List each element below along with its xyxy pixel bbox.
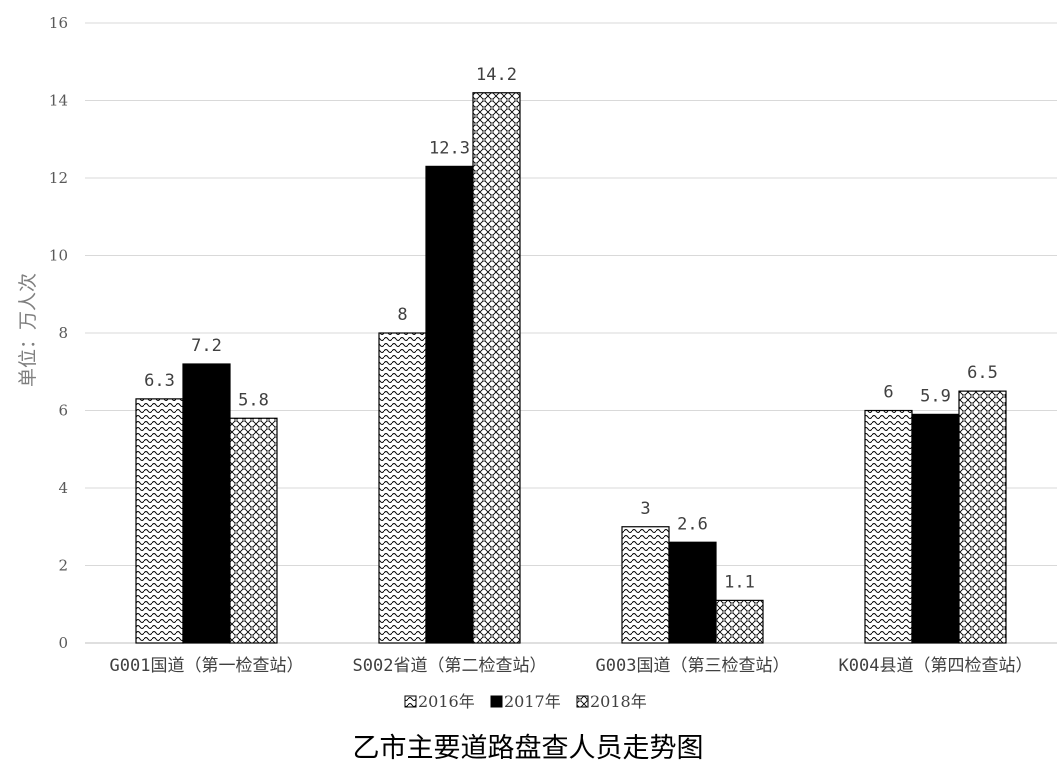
y-tick-label: 6 [58, 402, 68, 420]
x-category-label: G003国道（第三检查站） [596, 656, 790, 676]
y-tick-label: 2 [58, 557, 68, 575]
data-label: 5.8 [238, 390, 269, 410]
data-label: 6.3 [144, 371, 175, 391]
x-category-label: G001国道（第一检查站） [110, 656, 304, 676]
data-label: 2.6 [677, 514, 708, 534]
bars [135, 92, 1007, 644]
bar [958, 390, 1007, 644]
bar [378, 332, 427, 644]
bar [472, 92, 521, 644]
data-label: 5.9 [920, 386, 951, 406]
bar [182, 363, 231, 644]
bar [715, 599, 764, 644]
y-tick-label: 4 [58, 479, 68, 497]
y-tick-label: 0 [58, 634, 68, 652]
x-category-label: S002省道（第二检查站） [353, 656, 547, 676]
legend-swatch [576, 695, 589, 708]
y-tick-label: 14 [49, 92, 68, 110]
data-label: 6 [883, 383, 893, 403]
legend-label: 2018年 [590, 692, 647, 711]
data-labels: 6.3 7.2 5.8 8 12.3 14.2 3 2.6 1.1 6 5.9 6.5 [144, 65, 998, 593]
bar [425, 165, 474, 644]
legend-swatch [404, 695, 417, 708]
y-axis-title: 单位：万人次 [17, 273, 39, 387]
legend-label: 2016年 [418, 692, 475, 711]
y-tick-label: 10 [49, 247, 68, 265]
legend-label: 2017年 [504, 692, 561, 711]
bar [864, 409, 913, 644]
data-label: 8 [397, 305, 407, 325]
y-tick-label: 12 [49, 169, 68, 187]
y-tick-label: 8 [58, 324, 68, 342]
legend-swatch [490, 695, 503, 708]
bar [621, 526, 670, 644]
bar [229, 417, 278, 644]
data-label: 7.2 [191, 336, 222, 356]
chart-title: 乙市主要道路盘查人员走势图 [353, 733, 704, 764]
x-axis-categories: G001国道（第一检查站） S002省道（第二检查站） G003国道（第三检查站） K… [110, 656, 1033, 676]
data-label: 12.3 [429, 138, 470, 158]
y-axis-ticks: 0 2 4 6 8 10 12 14 16 [49, 14, 68, 652]
data-label: 3 [640, 499, 650, 519]
bar [135, 398, 184, 644]
bar [911, 413, 960, 644]
x-category-label: K004县道（第四检查站） [839, 656, 1033, 676]
y-tick-label: 16 [49, 14, 68, 32]
data-label: 6.5 [967, 363, 998, 383]
data-label: 1.1 [724, 572, 755, 592]
legend: 2016年 2017年 2018年 [404, 692, 647, 711]
bar [668, 541, 717, 644]
data-label: 14.2 [476, 65, 517, 85]
